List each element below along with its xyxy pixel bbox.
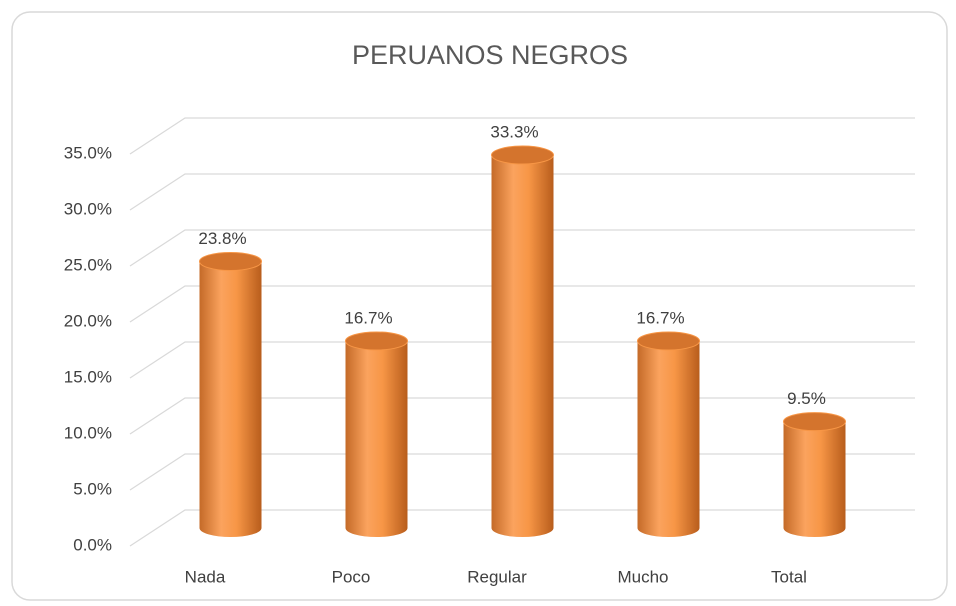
y-tick-label: 25.0% <box>64 255 112 274</box>
grid-line <box>129 117 915 155</box>
grid-line <box>129 229 915 267</box>
bar-top <box>345 331 408 351</box>
x-tick-label: Regular <box>467 567 527 586</box>
data-label: 9.5% <box>787 389 826 408</box>
x-tick-label: Mucho <box>617 567 668 586</box>
y-tick-label: 15.0% <box>64 367 112 386</box>
y-tick-label: 35.0% <box>64 143 112 162</box>
data-label: 23.8% <box>198 229 246 248</box>
bar <box>345 340 408 528</box>
grid-line <box>129 173 915 211</box>
x-tick-label: Total <box>771 567 807 586</box>
bar-top <box>637 331 700 351</box>
y-tick-label: 0.0% <box>73 535 112 554</box>
x-tick-label: Poco <box>332 567 371 586</box>
y-tick-label: 30.0% <box>64 199 112 218</box>
data-label: 33.3% <box>490 123 538 142</box>
chart-title: PERUANOS NEGROS <box>352 40 628 70</box>
bar <box>783 421 846 528</box>
bar-top <box>199 251 262 271</box>
data-label: 16.7% <box>636 308 684 327</box>
y-tick-label: 5.0% <box>73 479 112 498</box>
data-label: 16.7% <box>344 308 392 327</box>
x-tick-label: Nada <box>185 567 226 586</box>
y-tick-label: 20.0% <box>64 311 112 330</box>
grid-line <box>129 285 915 323</box>
bar-top <box>783 412 846 432</box>
bar <box>199 261 262 528</box>
y-tick-label: 10.0% <box>64 423 112 442</box>
bar <box>491 155 554 529</box>
bar <box>637 340 700 528</box>
bar-top <box>491 145 554 165</box>
